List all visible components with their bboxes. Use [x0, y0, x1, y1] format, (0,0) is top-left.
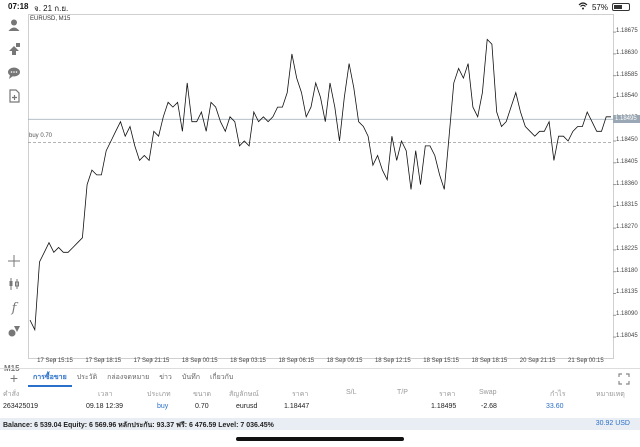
price-tick-label: 1.18450: [616, 137, 638, 143]
price-tick-label: 1.18180: [616, 267, 638, 274]
new-document-icon[interactable]: [5, 87, 23, 105]
price-tick-label: 1.18225: [616, 245, 638, 252]
price-tick-label: 1.18360: [616, 180, 638, 187]
tab-news[interactable]: ข่าว: [159, 373, 172, 381]
chart-symbol-label: EURUSD, M15: [30, 16, 71, 22]
order-swap: -2.68: [481, 403, 497, 410]
balance-bar: Balance: 6 539.04 Equity: 6 569.96 หลักป…: [0, 418, 640, 430]
col-open-price: ราคา: [292, 391, 309, 398]
account-icon[interactable]: [5, 16, 23, 34]
order-id: 263425019: [3, 403, 39, 410]
price-tick-label: 1.18315: [616, 202, 638, 209]
time-tick-label: 18 Sep 09:15: [326, 358, 363, 364]
col-swap: Swap: [479, 389, 497, 396]
time-tick-label: 18 Sep 03:15: [230, 358, 266, 364]
trade-icon[interactable]: [5, 40, 23, 58]
time-tick-label: 18 Sep 00:15: [181, 358, 218, 364]
col-type: ประเภท: [147, 391, 171, 398]
status-date: จ. 21 ก.ย.: [34, 4, 69, 13]
time-tick-label: 18 Sep 18:15: [471, 358, 508, 364]
plot-frame: [28, 14, 614, 359]
order-profit: 33.60: [546, 403, 564, 410]
wifi-icon: [578, 2, 588, 12]
col-size: ขนาด: [193, 391, 212, 398]
terminal-tab-bar: + การซื้อขาย ประวัติ กล่องจดหมาย ข่าว บั…: [0, 368, 640, 387]
orders-table-header: คำสั่ง เวลา ประเภท ขนาด สัญลักษณ์ ราคา S…: [0, 386, 640, 400]
objects-icon[interactable]: [5, 322, 23, 340]
col-time: เวลา: [98, 391, 113, 398]
price-tick-label: 1.18675: [616, 28, 638, 35]
current-price-badge: 1.18495: [613, 115, 640, 124]
balance-summary: Balance: 6 539.04 Equity: 6 569.96 หลักป…: [3, 422, 274, 429]
add-icon[interactable]: +: [9, 369, 19, 386]
time-tick-label: 20 Sep 21:15: [519, 358, 556, 364]
col-comment: หมายเหตุ: [596, 391, 625, 398]
time-tick-label: 18 Sep 12:15: [374, 358, 411, 364]
tab-mailbox[interactable]: กล่องจดหมาย: [107, 373, 150, 381]
time-tick-label: 18 Sep 06:15: [278, 358, 315, 364]
order-current-price: 1.18495: [431, 403, 457, 410]
table-row[interactable]: 263425019 09.18 12:39 buy 0.70 eurusd 1.…: [0, 400, 640, 416]
price-tick-label: 1.18405: [616, 158, 638, 165]
status-right: 57%: [578, 2, 630, 12]
price-tick-label: 1.18585: [616, 71, 638, 78]
chat-icon[interactable]: [5, 64, 23, 82]
col-price: ราคา: [439, 391, 456, 398]
order-type: buy: [157, 403, 169, 410]
status-time: 07:18: [8, 2, 29, 11]
col-order: คำสั่ง: [3, 391, 20, 398]
time-tick-label: 21 Sep 00:15: [568, 358, 604, 364]
price-tick-label: 1.18630: [616, 49, 638, 56]
price-tick-label: 1.18090: [616, 311, 638, 318]
candlestick-icon[interactable]: [5, 275, 23, 293]
home-indicator: [236, 437, 404, 441]
price-tick-label: 1.18135: [616, 289, 638, 296]
buy-line-label: buy 0.70: [29, 133, 53, 140]
battery-fill: [614, 5, 622, 9]
price-tick-label: 1.18270: [616, 224, 638, 231]
order-size: 0.70: [195, 403, 209, 410]
time-tick-label: 17 Sep 15:15: [37, 358, 73, 364]
chart-canvas: [28, 14, 616, 361]
tab-history[interactable]: ประวัติ: [76, 373, 98, 381]
price-tick-label: 1.18540: [616, 93, 638, 100]
time-tick-label: 18 Sep 15:15: [423, 358, 459, 364]
battery-percent: 57%: [591, 2, 608, 12]
order-symbol: eurusd: [236, 403, 258, 410]
tab-about[interactable]: เกี่ยวกับ: [209, 373, 234, 381]
col-tp: T/P: [397, 389, 408, 396]
col-sl: S/L: [346, 389, 357, 396]
indicator-icon[interactable]: f: [11, 300, 17, 316]
left-toolbar: f M15: [0, 14, 28, 390]
battery-icon: [612, 3, 630, 11]
status-bar: 07:18 จ. 21 ก.ย. 57%: [0, 0, 640, 14]
time-tick-label: 17 Sep 18:15: [85, 358, 122, 364]
time-axis: 17 Sep 15:15 17 Sep 18:15 17 Sep 21:15 18 S…: [28, 357, 613, 369]
col-symbol: สัญลักษณ์: [229, 391, 259, 398]
time-tick-label: 17 Sep 21:15: [133, 358, 170, 364]
price-chart[interactable]: EURUSD, M15 buy 0.70 1.18675 1.18630 1.185…: [28, 14, 640, 372]
crosshair-icon[interactable]: [5, 252, 23, 270]
tab-trade[interactable]: การซื้อขาย: [28, 369, 72, 387]
price-axis: 1.18675 1.18630 1.18585 1.18540 1.18495 1.184…: [613, 14, 640, 359]
order-time: 09.18 12:39: [86, 403, 123, 410]
order-open-price: 1.18447: [284, 403, 310, 410]
col-profit: กำไร: [550, 391, 566, 398]
total-profit: 30.92 USD: [595, 420, 630, 427]
price-tick-label: 1.18045: [616, 333, 638, 340]
tab-journal[interactable]: บันทึก: [181, 373, 200, 381]
fullscreen-icon[interactable]: [618, 372, 630, 385]
price-series-line: [29, 38, 611, 332]
